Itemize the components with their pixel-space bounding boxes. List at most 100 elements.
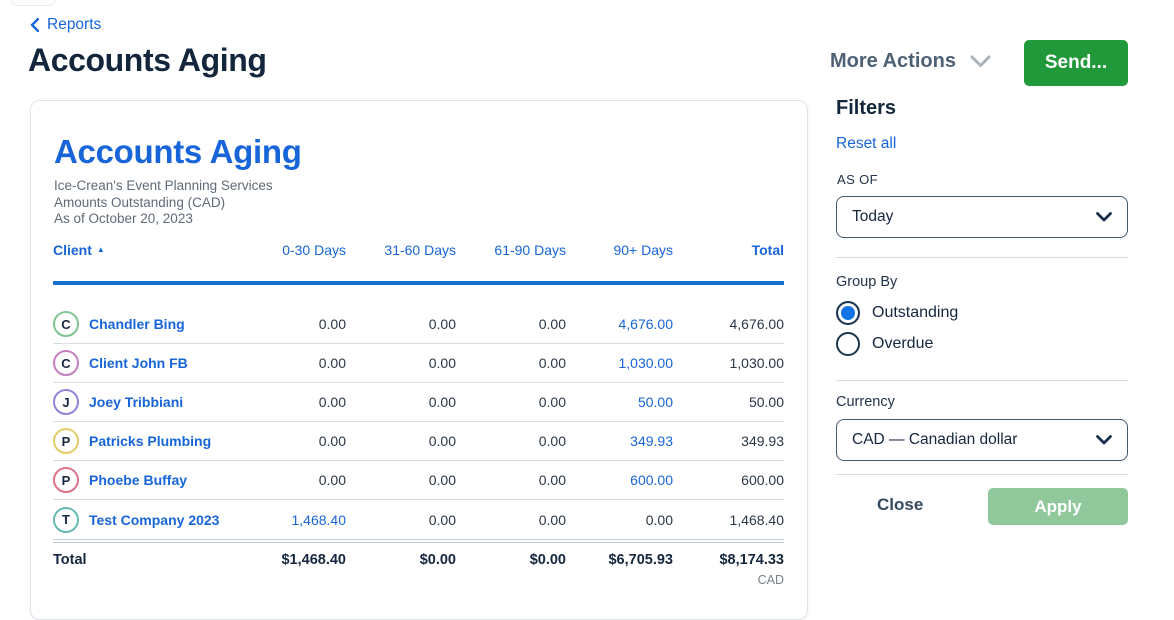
breadcrumb[interactable]: Reports	[30, 16, 101, 34]
amount-total: 1,468.40	[729, 511, 785, 528]
radio-outstanding[interactable]: Outstanding	[836, 301, 958, 325]
amount-61-90: 0.00	[538, 511, 566, 528]
table-row: T Test Company 2023 1,468.40 0.00 0.00 0…	[53, 500, 784, 539]
amount-90plus-link[interactable]: 600.00	[630, 472, 673, 488]
amount-total: 349.93	[741, 433, 784, 449]
amount-90plus-link[interactable]: 1,030.00	[618, 355, 674, 371]
total-31-60: $0.00	[419, 552, 456, 568]
client-link[interactable]: Test Company 2023	[89, 511, 220, 528]
amount-total: 4,676.00	[729, 316, 785, 332]
column-header-31-60[interactable]: 31-60 Days	[384, 242, 456, 258]
column-header-61-90[interactable]: 61-90 Days	[494, 242, 566, 258]
client-link[interactable]: Client John FB	[89, 355, 188, 371]
amount-total: 50.00	[748, 394, 784, 410]
table-row: J Joey Tribbiani 0.00 0.00 0.00 50.00 50…	[53, 383, 784, 422]
sort-ascending-icon: ▲	[96, 245, 105, 254]
amount-61-90: 0.00	[538, 394, 566, 410]
client-avatar: P	[53, 467, 79, 493]
chevron-down-icon	[1096, 435, 1112, 445]
currency-select[interactable]: CAD — Canadian dollar	[836, 419, 1128, 461]
report-subtitle: Ice-Crean's Event Planning Services Amou…	[54, 178, 273, 228]
as-of-label: AS OF	[837, 172, 879, 187]
radio-overdue-label: Overdue	[872, 335, 934, 352]
totals-rule	[53, 539, 784, 543]
client-link[interactable]: Chandler Bing	[89, 316, 185, 332]
column-header-client[interactable]: Client ▲	[53, 242, 105, 258]
filters-heading: Filters	[836, 97, 897, 119]
amount-31-60: 0.00	[428, 511, 456, 528]
column-header-total[interactable]: Total	[751, 242, 784, 258]
report-as-of-line: As of October 20, 2023	[54, 211, 193, 226]
group-by-label: Group By	[836, 274, 898, 290]
table-body: C Chandler Bing 0.00 0.00 0.00 4,676.00 …	[53, 305, 784, 587]
breadcrumb-label: Reports	[47, 16, 102, 33]
amount-61-90: 0.00	[538, 433, 566, 449]
radio-outstanding-label: Outstanding	[872, 304, 959, 321]
more-actions-button[interactable]: More Actions	[830, 50, 991, 73]
total-0-30: $1,468.40	[281, 552, 346, 568]
reset-all-link[interactable]: Reset all	[836, 135, 897, 152]
report-title: Accounts Aging	[54, 133, 302, 170]
column-header-90plus[interactable]: 90+ Days	[613, 242, 673, 258]
chevron-left-icon	[30, 18, 39, 32]
amount-0-30: 0.00	[318, 394, 346, 410]
divider	[836, 257, 1128, 258]
client-link[interactable]: Patricks Plumbing	[89, 433, 212, 449]
amount-31-60: 0.00	[428, 316, 456, 332]
amount-90plus-link[interactable]: 4,676.00	[618, 316, 674, 332]
amount-0-30: 0.00	[318, 355, 346, 371]
report-company: Ice-Crean's Event Planning Services	[54, 178, 273, 193]
amount-61-90: 0.00	[538, 472, 566, 488]
amount-61-90: 0.00	[538, 355, 566, 371]
amount-61-90: 0.00	[538, 316, 566, 332]
client-avatar: C	[53, 350, 79, 376]
amount-90plus-link[interactable]: 50.00	[637, 394, 673, 410]
table-row: P Patricks Plumbing 0.00 0.00 0.00 349.9…	[53, 422, 784, 461]
amount-31-60: 0.00	[428, 394, 456, 410]
more-actions-label: More Actions	[830, 50, 956, 72]
table-header-row: Client ▲ 0-30 Days 31-60 Days 61-90 Days…	[53, 239, 784, 261]
total-90plus: $6,705.93	[608, 552, 673, 568]
client-avatar: T	[53, 506, 79, 533]
radio-unselected-icon	[836, 332, 860, 356]
amount-31-60: 0.00	[428, 433, 456, 449]
currency-value: CAD — Canadian dollar	[852, 431, 1018, 448]
amount-90plus: 0.00	[645, 511, 673, 528]
amount-0-30-link[interactable]: 1,468.40	[291, 511, 347, 528]
clipped-element-artifact	[10, 0, 56, 6]
total-61-90: $0.00	[529, 552, 566, 568]
grand-total: $8,174.33	[719, 552, 784, 568]
chevron-down-icon	[970, 55, 991, 68]
as-of-select[interactable]: Today	[836, 196, 1128, 238]
client-avatar: J	[53, 389, 79, 415]
radio-selected-icon	[836, 301, 860, 325]
amount-90plus-link[interactable]: 349.93	[630, 433, 673, 449]
chevron-down-icon	[1096, 212, 1112, 222]
currency-code-note: CAD	[757, 573, 784, 587]
totals-label: Total	[53, 552, 87, 568]
amount-31-60: 0.00	[428, 472, 456, 488]
close-button[interactable]: Close	[877, 495, 924, 514]
divider	[836, 474, 1128, 475]
send-button[interactable]: Send...	[1024, 40, 1128, 86]
page-title: Accounts Aging	[28, 42, 267, 78]
report-amounts-line: Amounts Outstanding (CAD)	[54, 194, 226, 210]
table-row: P Phoebe Buffay 0.00 0.00 0.00 600.00 60…	[53, 461, 784, 500]
as-of-value: Today	[852, 208, 894, 225]
client-link[interactable]: Joey Tribbiani	[89, 394, 184, 410]
totals-row: Total $1,468.40 $0.00 $0.00 $6,705.93 $8…	[53, 543, 784, 575]
client-avatar: P	[53, 428, 79, 454]
client-avatar: C	[53, 311, 79, 337]
radio-overdue[interactable]: Overdue	[836, 332, 933, 356]
amount-0-30: 0.00	[318, 433, 346, 449]
amount-total: 1,030.00	[729, 355, 785, 371]
currency-label: Currency	[836, 394, 895, 410]
apply-button[interactable]: Apply	[988, 488, 1128, 525]
header-rule	[53, 281, 784, 285]
amount-0-30: 0.00	[318, 472, 346, 488]
amount-0-30: 0.00	[318, 316, 346, 332]
column-header-0-30[interactable]: 0-30 Days	[282, 242, 346, 258]
amount-total: 600.00	[741, 472, 784, 488]
amount-31-60: 0.00	[428, 355, 456, 371]
client-link[interactable]: Phoebe Buffay	[89, 472, 188, 488]
